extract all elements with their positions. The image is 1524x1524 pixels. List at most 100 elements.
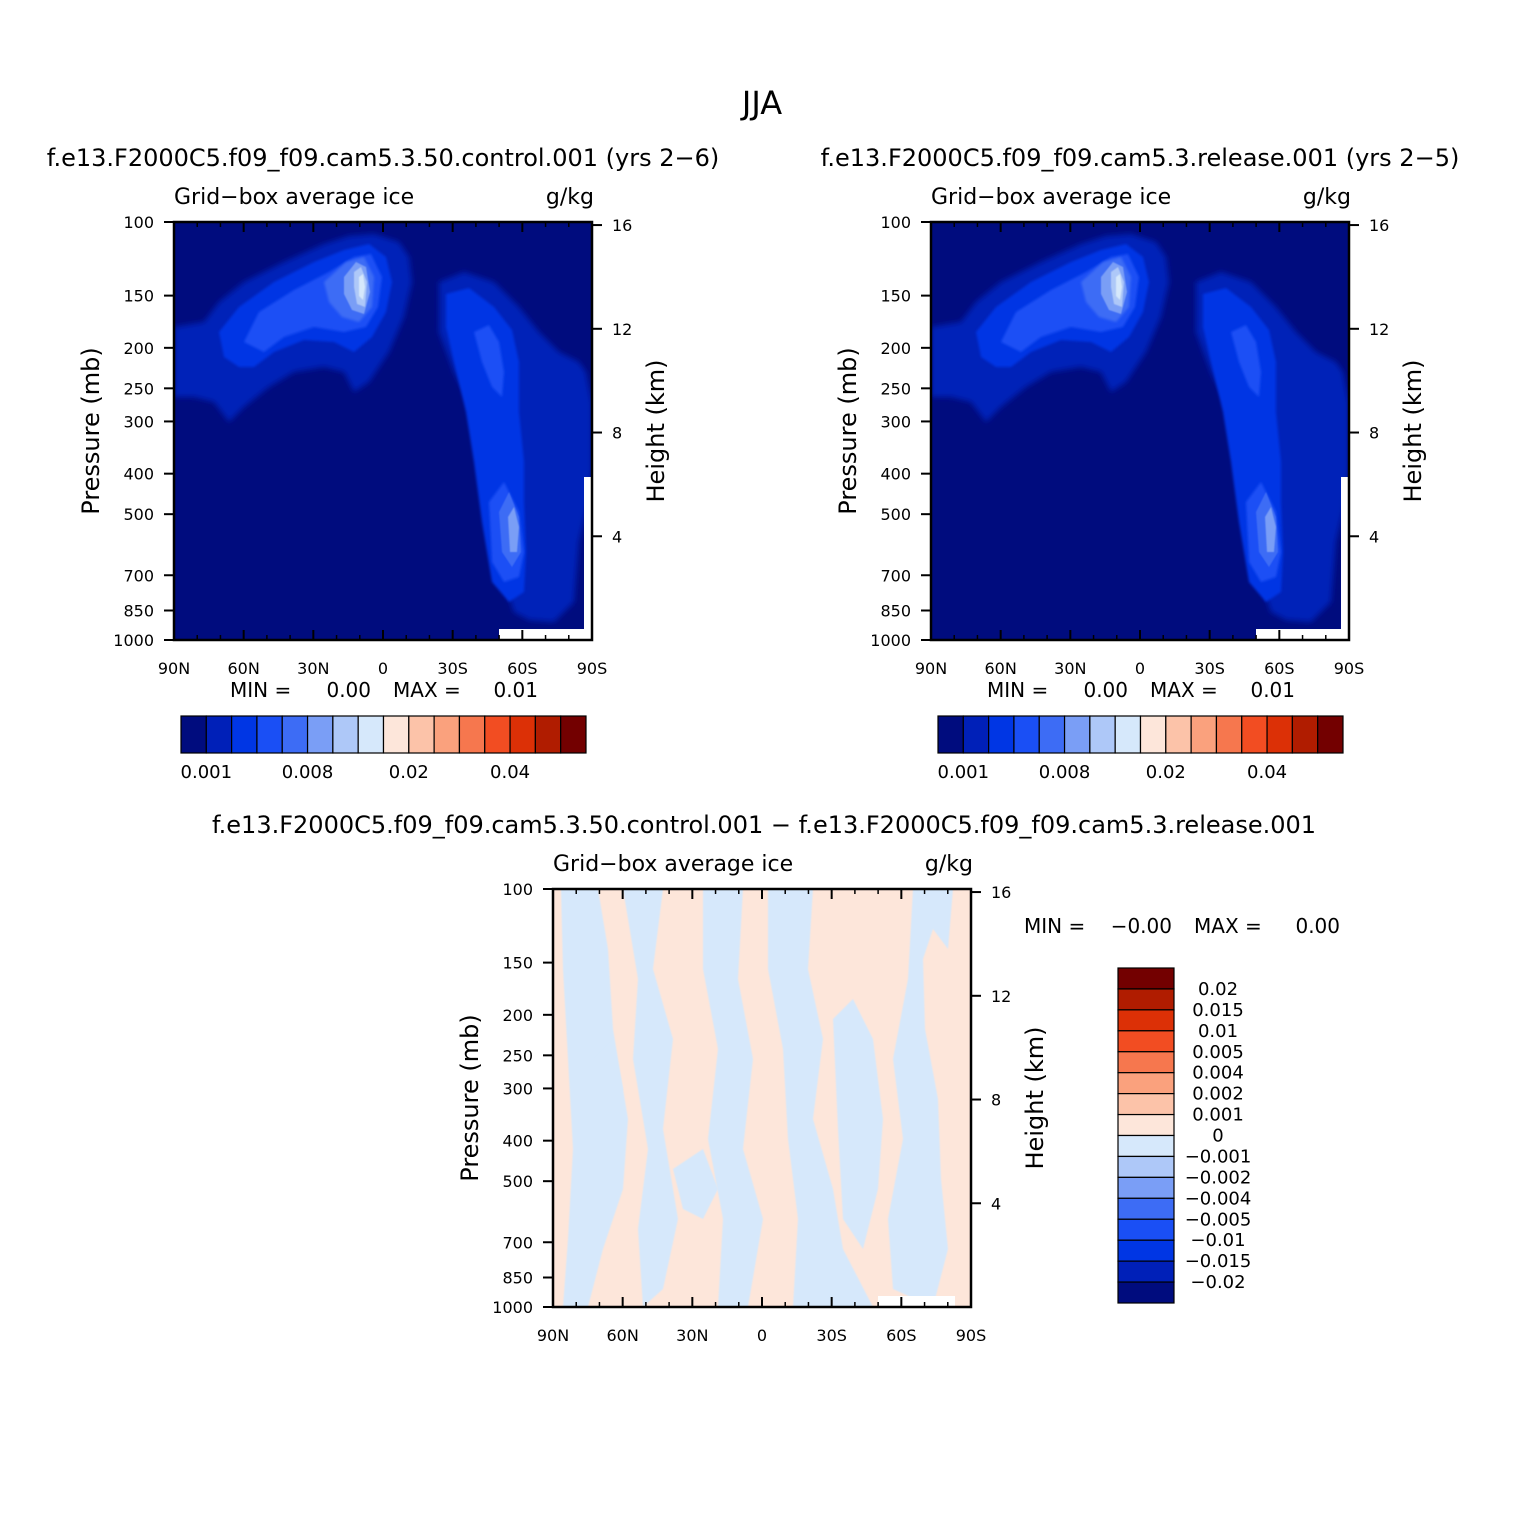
colorbar-label: 0.01 [1198,1021,1238,1042]
y-tick-label: 1000 [870,631,911,650]
panel-release-min-value: 0.00 [1083,678,1128,702]
colorbar-label: −0.001 [1185,1146,1252,1167]
colorbar-label: −0.01 [1190,1230,1245,1251]
panel-difference: f.e13.F2000C5.f09_f09.cam5.3.50.control.… [212,811,1340,1345]
y-tick-label: 250 [123,379,154,398]
right-axis-title: Height (km) [1021,1027,1049,1170]
colorbar-box [1117,1155,1175,1178]
colorbar-box [205,715,233,754]
x-tick-label: 90N [537,1326,569,1345]
colorbar-box [1117,1197,1175,1220]
colorbar-label: 0.004 [1192,1063,1244,1084]
ice-level-3-sh-upper [1231,325,1261,397]
colorbar-label: −0.002 [1185,1167,1252,1188]
y-tick-label: 150 [123,287,154,306]
negative-difference-region [768,889,873,1307]
missing-data-region [1256,629,1346,640]
colorbar-label: 0.002 [1192,1084,1244,1105]
colorbar-box [1117,1113,1175,1137]
colorbar-box [1117,1093,1175,1116]
right-axis-title: Height (km) [1399,360,1427,503]
ice-contours [931,234,1349,640]
panel-release-max-label: MAX = [1150,678,1218,702]
panel-control-max-label: MAX = [393,678,461,702]
colorbar-box [231,715,258,754]
x-tick-label: 0 [378,659,388,678]
colorbar-box [357,715,385,754]
colorbar-label: 0.008 [282,762,334,783]
figure-title: JJA [740,84,782,122]
height-tick-label: 16 [1369,216,1389,235]
right-axis-title: Height (km) [642,360,670,503]
negative-difference-region [888,889,953,1307]
colorbar-label: 0.001 [181,762,233,783]
y-tick-label: 200 [880,339,911,358]
y-tick-label: 100 [880,213,911,232]
y-tick-label: 1000 [492,1298,533,1317]
colorbar-box [408,715,435,754]
y-tick-label: 150 [502,954,533,973]
height-tick-label: 8 [991,1091,1001,1110]
colorbar-box [1117,1218,1175,1241]
panel-difference-max-label: MAX = [1194,914,1262,938]
missing-data-region [878,1296,955,1307]
colorbar-label: −0.015 [1185,1251,1252,1272]
ice-contours [174,234,592,640]
y-tick-label: 100 [502,880,533,899]
panel-difference-field-label: Grid−box average ice [553,852,793,877]
colorbar-label: −0.005 [1185,1209,1252,1230]
height-tick-label: 8 [1369,424,1379,443]
colorbar-box [1165,715,1192,754]
negative-difference-region [593,1039,623,1129]
ice-level-7-nh [359,274,365,300]
x-tick-label: 0 [1135,659,1145,678]
y-tick-label: 250 [880,379,911,398]
colorbar-box [534,715,562,754]
colorbar-box [281,715,309,754]
x-tick-label: 30N [676,1326,708,1345]
colorbar-box [1117,1072,1175,1095]
panel-control-min-value: 0.00 [326,678,371,702]
negative-difference-region [561,889,628,1307]
colorbar-box [1013,715,1040,754]
height-tick-label: 4 [991,1194,1001,1213]
height-tick-label: 16 [991,883,1011,902]
y-tick-label: 250 [502,1046,533,1065]
y-tick-label: 300 [880,412,911,431]
y-tick-label: 850 [880,601,911,620]
colorbar-label: 0.02 [1198,979,1238,1000]
height-tick-label: 12 [1369,320,1389,339]
panel-release-max-value: 0.01 [1250,678,1295,702]
colorbar-box [1117,1176,1175,1199]
x-tick-label: 60S [1264,659,1295,678]
colorbar-box [382,715,410,754]
y-tick-label: 150 [880,287,911,306]
y-tick-label: 200 [123,339,154,358]
colorbar-box [1117,1281,1175,1304]
colorbar-box [1117,967,1175,990]
x-tick-label: 90N [158,659,190,678]
negative-difference-region [673,1149,718,1219]
y-tick-label: 500 [123,505,154,524]
ice-level-3-sh-upper [474,325,504,397]
y-axis-title: Pressure (mb) [834,347,862,514]
colorbar-box [937,715,964,754]
x-tick-label: 60N [607,1326,639,1345]
height-tick-label: 8 [612,424,622,443]
panel-difference-units: g/kg [925,852,973,877]
colorbar-box [1117,1239,1175,1262]
colorbar-box [1114,715,1142,754]
x-tick-label: 90S [1334,659,1365,678]
panel-difference-case-title: f.e13.F2000C5.f09_f09.cam5.3.50.control.… [212,811,1316,839]
colorbar-box [1215,715,1243,754]
y-tick-label: 300 [502,1079,533,1098]
panel-control: f.e13.F2000C5.f09_f09.cam5.3.50.control.… [47,144,720,783]
panel-control-min-label: MIN = [230,678,291,702]
x-tick-label: 30S [437,659,468,678]
y-tick-label: 500 [880,505,911,524]
panel-control-contour-field [174,222,592,640]
x-tick-label: 90S [956,1326,987,1345]
panel-release-case-title: f.e13.F2000C5.f09_f09.cam5.3.release.001… [821,144,1460,172]
colorbar-box [1190,715,1218,754]
